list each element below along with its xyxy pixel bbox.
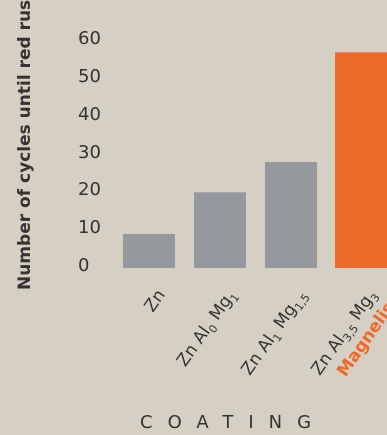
y-tick-10: 10 (78, 217, 101, 239)
x-axis-title: COATING (140, 412, 327, 433)
y-tick-30: 30 (78, 141, 101, 163)
bar-3 (335, 52, 387, 268)
y-tick-60: 60 (78, 28, 101, 49)
y-axis-label: Number of cycles until red rust (15, 0, 35, 290)
bar-0 (123, 233, 175, 268)
y-tick-0: 0 (78, 255, 90, 276)
y-tick-50: 50 (78, 65, 101, 87)
bar-2 (265, 162, 317, 268)
y-tick-20: 20 (78, 179, 101, 201)
bar-1 (194, 192, 246, 268)
y-tick-40: 40 (78, 103, 101, 125)
